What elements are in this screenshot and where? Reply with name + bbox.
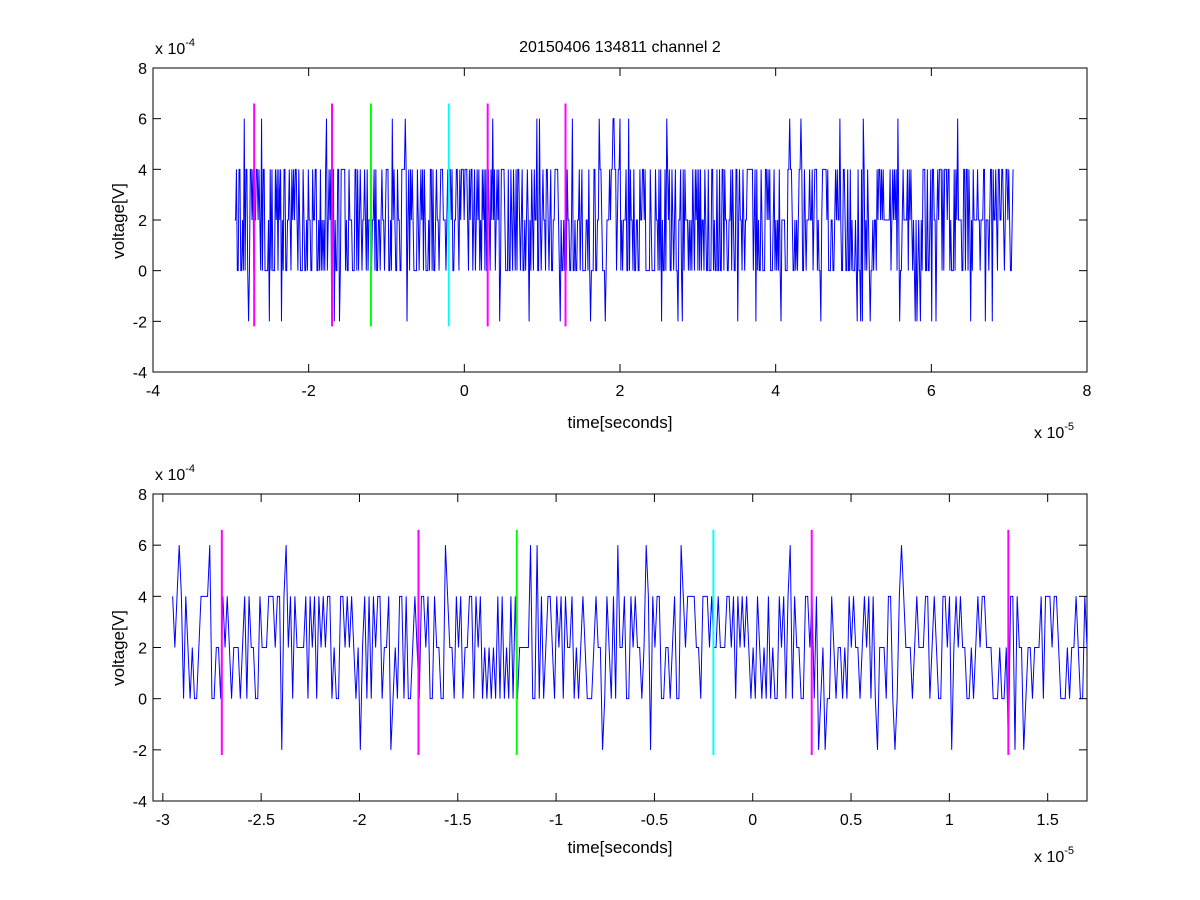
top-y-tick-label: 6 xyxy=(138,112,147,129)
top-signal-line xyxy=(234,118,1014,322)
bottom-x-tick-label: -1 xyxy=(549,812,563,829)
bottom-signal-line xyxy=(172,545,1088,750)
top-x-exponent-power: -5 xyxy=(1064,421,1074,433)
top-x-tick-label: 8 xyxy=(1083,383,1092,400)
bottom-x-exponent-base: x 10 xyxy=(1034,849,1064,866)
bottom-x-axis-label: time[seconds] xyxy=(568,838,673,857)
bottom-y-axis-label: voltage[V] xyxy=(109,610,128,686)
top-markers-group xyxy=(253,103,567,327)
top-y-tick-label: 0 xyxy=(138,264,147,281)
bottom-y-exponent-power: -4 xyxy=(185,463,195,475)
top-y-tick-label: 2 xyxy=(138,213,147,230)
bottom-y-tick-label: 2 xyxy=(138,641,147,658)
bottom-y-exponent-label: x 10-4 xyxy=(155,463,195,484)
bottom-y-tick-label: 0 xyxy=(138,692,147,709)
top-plot: -4 -2 0 2 4 6 8 -4 -2 0 2 4 6 8 time[seconds] voltag… xyxy=(109,37,1092,442)
top-x-axis-label: time[seconds] xyxy=(568,413,673,432)
bottom-x-tick-label: 0.5 xyxy=(840,812,862,829)
top-x-tick-label: -2 xyxy=(302,383,316,400)
bottom-signal-group xyxy=(172,545,1088,750)
bottom-x-exponent-label: x 10-5 xyxy=(1034,845,1074,866)
top-y-exponent-label: x 10-4 xyxy=(155,37,195,58)
bottom-x-tick-label: -2 xyxy=(352,812,366,829)
bottom-plot: -3 -2.5 -2 -1.5 -1 -0.5 0 0.5 1 1.5 -4 -2 0 2 4 6 8 tim… xyxy=(109,463,1088,866)
top-x-tick-label: -4 xyxy=(146,383,160,400)
bottom-y-tick-label: -4 xyxy=(133,794,147,811)
top-y-tick-label: 4 xyxy=(138,162,147,179)
top-signal-group xyxy=(234,118,1014,322)
top-x-ticks: -4 -2 0 2 4 6 8 xyxy=(146,68,1092,400)
top-y-axis-label: voltage[V] xyxy=(109,183,128,259)
top-x-exponent-base: x 10 xyxy=(1034,425,1064,442)
top-x-tick-label: 0 xyxy=(460,383,469,400)
top-x-exponent-label: x 10-5 xyxy=(1034,421,1074,442)
bottom-x-tick-label: 1 xyxy=(945,812,954,829)
bottom-y-tick-label: 8 xyxy=(138,487,147,504)
top-x-tick-label: 2 xyxy=(616,383,625,400)
bottom-x-tick-label: 0 xyxy=(748,812,757,829)
bottom-x-exponent-power: -5 xyxy=(1064,845,1074,857)
bottom-y-tick-label: -2 xyxy=(133,743,147,760)
bottom-x-ticks: -3 -2.5 -2 -1.5 -1 -0.5 0 0.5 1 1.5 xyxy=(156,494,1059,829)
bottom-markers-group xyxy=(220,529,1010,755)
top-x-tick-label: 4 xyxy=(771,383,780,400)
top-x-tick-label: 6 xyxy=(927,383,936,400)
bottom-y-ticks: -4 -2 0 2 4 6 8 xyxy=(133,487,1087,811)
top-y-tick-label: -2 xyxy=(133,314,147,331)
bottom-x-tick-label: -2.5 xyxy=(247,812,275,829)
bottom-y-tick-label: 6 xyxy=(138,538,147,555)
bottom-x-tick-label: -0.5 xyxy=(641,812,669,829)
figure-title: 20150406 134811 channel 2 xyxy=(519,39,721,56)
top-y-tick-label: -4 xyxy=(133,365,147,382)
bottom-y-exponent-base: x 10 xyxy=(155,467,185,484)
top-y-exponent-base: x 10 xyxy=(155,41,185,58)
top-y-exponent-power: -4 xyxy=(185,37,195,49)
bottom-x-tick-label: -1.5 xyxy=(444,812,472,829)
top-y-ticks: -4 -2 0 2 4 6 8 xyxy=(133,61,1087,382)
bottom-x-tick-label: 1.5 xyxy=(1037,812,1059,829)
top-y-tick-label: 8 xyxy=(138,61,147,78)
bottom-y-tick-label: 4 xyxy=(138,589,147,606)
bottom-x-tick-label: -3 xyxy=(156,812,170,829)
